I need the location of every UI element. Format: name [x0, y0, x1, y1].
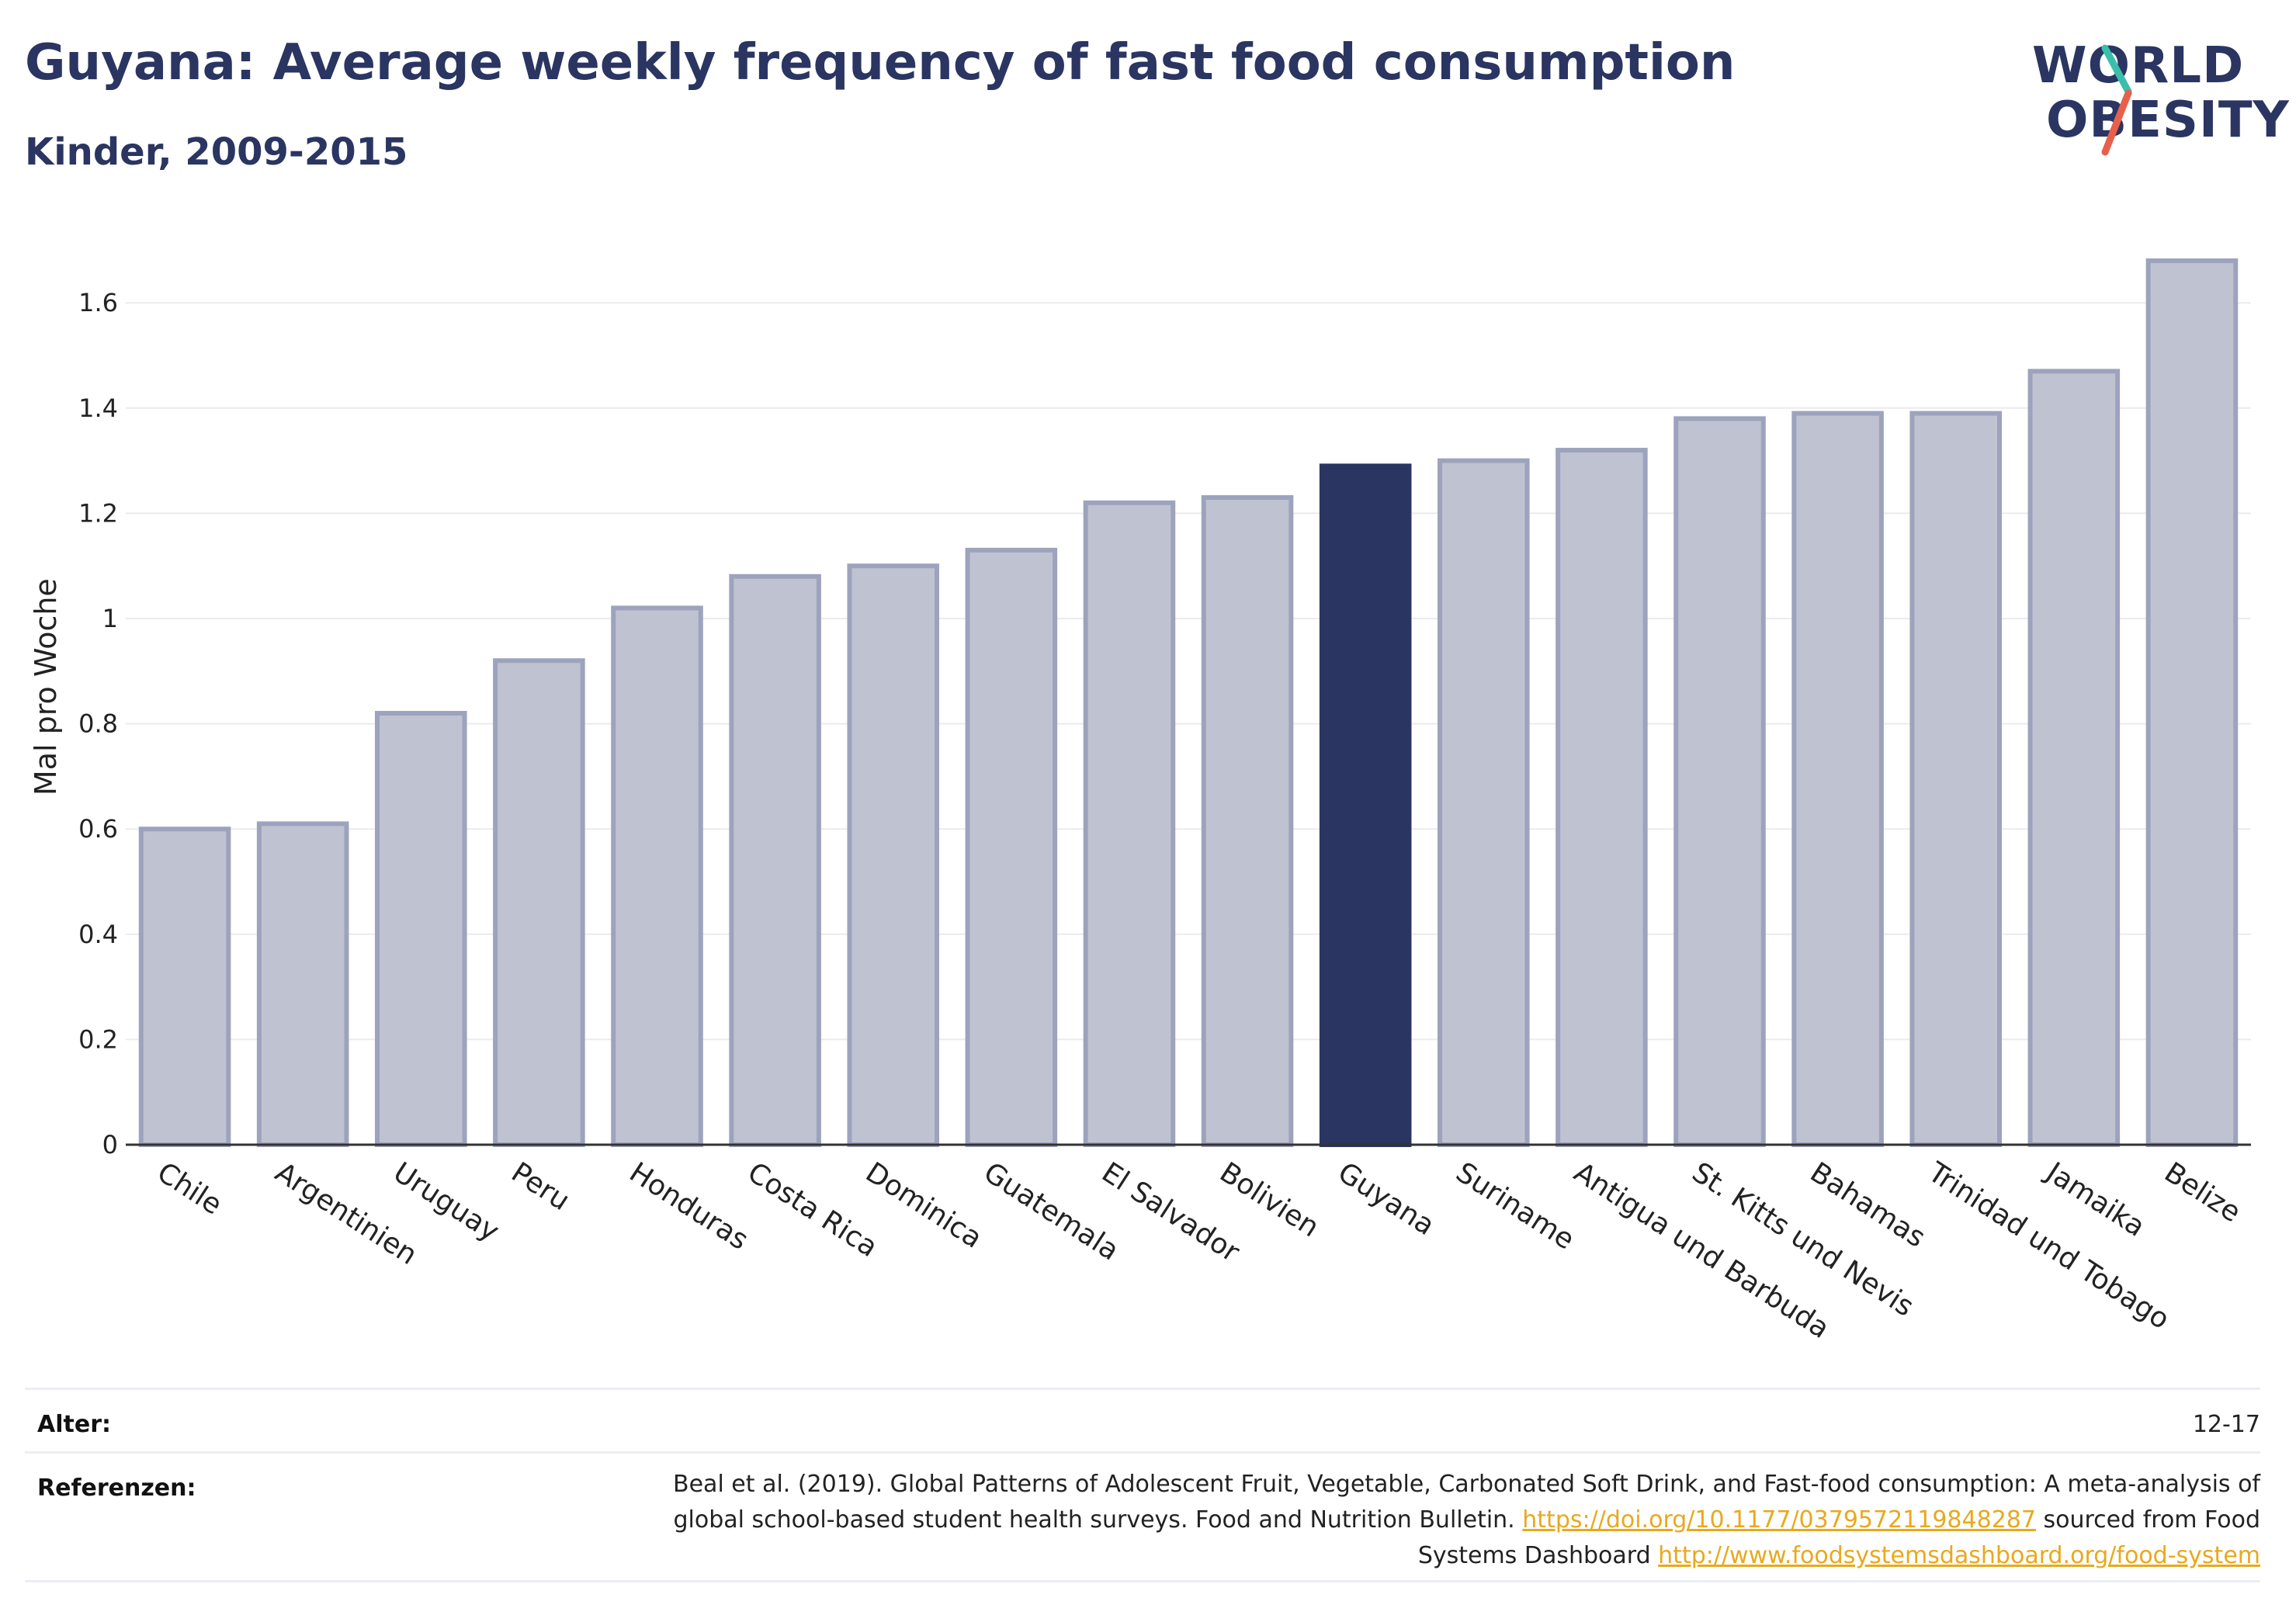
gridlines [126, 302, 2251, 1041]
references-text: Beal et al. (2019). Global Patterns of A… [630, 1467, 2260, 1574]
x-tick-label: Chile [151, 1156, 227, 1221]
chart-subtitle: Kinder, 2009-2015 [25, 130, 408, 174]
bar-st-kitts-und-nevis [1673, 416, 1766, 1147]
bars [138, 258, 2239, 1148]
y-tick-label: 0.8 [78, 709, 118, 739]
x-tick-label: Costa Rica [742, 1156, 883, 1263]
age-value: 12-17 [2192, 1411, 2260, 1438]
bar-el-salvador [1083, 500, 1176, 1147]
y-tick-label: 0.4 [78, 920, 118, 949]
y-tick-label: 0 [102, 1130, 118, 1159]
y-tick-labels: 0 0.2 0.4 0.6 0.8 1 1.2 1.4 1.6 [78, 288, 118, 1159]
y-tick-label: 0.6 [78, 814, 118, 844]
bar-honduras [611, 605, 703, 1147]
age-label: Alter: [37, 1411, 111, 1438]
reference-doi-link[interactable]: https://doi.org/10.1177/0379572119848287 [1522, 1506, 2036, 1534]
bar-peru [493, 658, 585, 1147]
bar-suriname [1437, 458, 1530, 1148]
x-tick-label: Suriname [1450, 1156, 1580, 1256]
world-obesity-logo: WORLD OBESITY [2018, 31, 2289, 171]
y-tick-label: 1.2 [78, 498, 118, 528]
bar-bahamas [1791, 411, 1884, 1147]
footer-divider-bottom [25, 1580, 2260, 1582]
bar-argentinien [256, 821, 349, 1147]
bar-chart: 00.20.40.60.811.21.41.6 Chile Argentinien… [29, 258, 2251, 1345]
bar-belize [2145, 258, 2239, 1148]
logo-word-obesity: OBESITY [2046, 92, 2290, 149]
footer-divider-middle [25, 1451, 2260, 1454]
y-tick-label: 1.4 [78, 393, 118, 423]
bar-guatemala [965, 547, 1058, 1147]
y-tick-label: 0.2 [78, 1024, 118, 1054]
reference-dashboard-link[interactable]: http://www.foodsystemsdashboard.org/food… [1658, 1542, 2260, 1569]
bar-chile [138, 827, 231, 1147]
x-tick-label: Belize [2159, 1156, 2246, 1229]
chart-title: Guyana: Average weekly frequency of fast… [25, 34, 1736, 92]
y-axis-label: Mal pro Woche [29, 578, 63, 795]
bar-dominica [847, 563, 940, 1147]
x-tick-label: Honduras [624, 1156, 754, 1256]
references-label: Referenzen: [37, 1475, 196, 1502]
y-tick-label: 1 [102, 604, 118, 633]
x-tick-label: Bolivien [1214, 1156, 1324, 1243]
reference-source-text: sourced from Food Systems Dashboard [1417, 1506, 2260, 1569]
logo-slash-icon [2101, 44, 2132, 156]
x-tick-label: Peru [505, 1156, 575, 1217]
logo-word-world: WORLD [2032, 37, 2245, 95]
bar-uruguay [374, 711, 467, 1147]
bar-jamaika [2027, 369, 2121, 1147]
y-tick-label: 1.6 [78, 288, 118, 317]
bar-bolivien [1201, 495, 1294, 1147]
footer-divider-top [25, 1388, 2260, 1390]
x-tick-label: Jamaika [2039, 1156, 2150, 1243]
bar-guyana [1319, 463, 1412, 1147]
x-tick-label: Guyana [1332, 1156, 1440, 1242]
bar-antigua-und-barbuda [1556, 448, 1648, 1148]
reference-citation: Beal et al. (2019). Global Patterns of A… [673, 1471, 2260, 1534]
bar-trinidad-und-tobago [1909, 411, 2003, 1147]
bar-costa-rica [729, 574, 821, 1147]
